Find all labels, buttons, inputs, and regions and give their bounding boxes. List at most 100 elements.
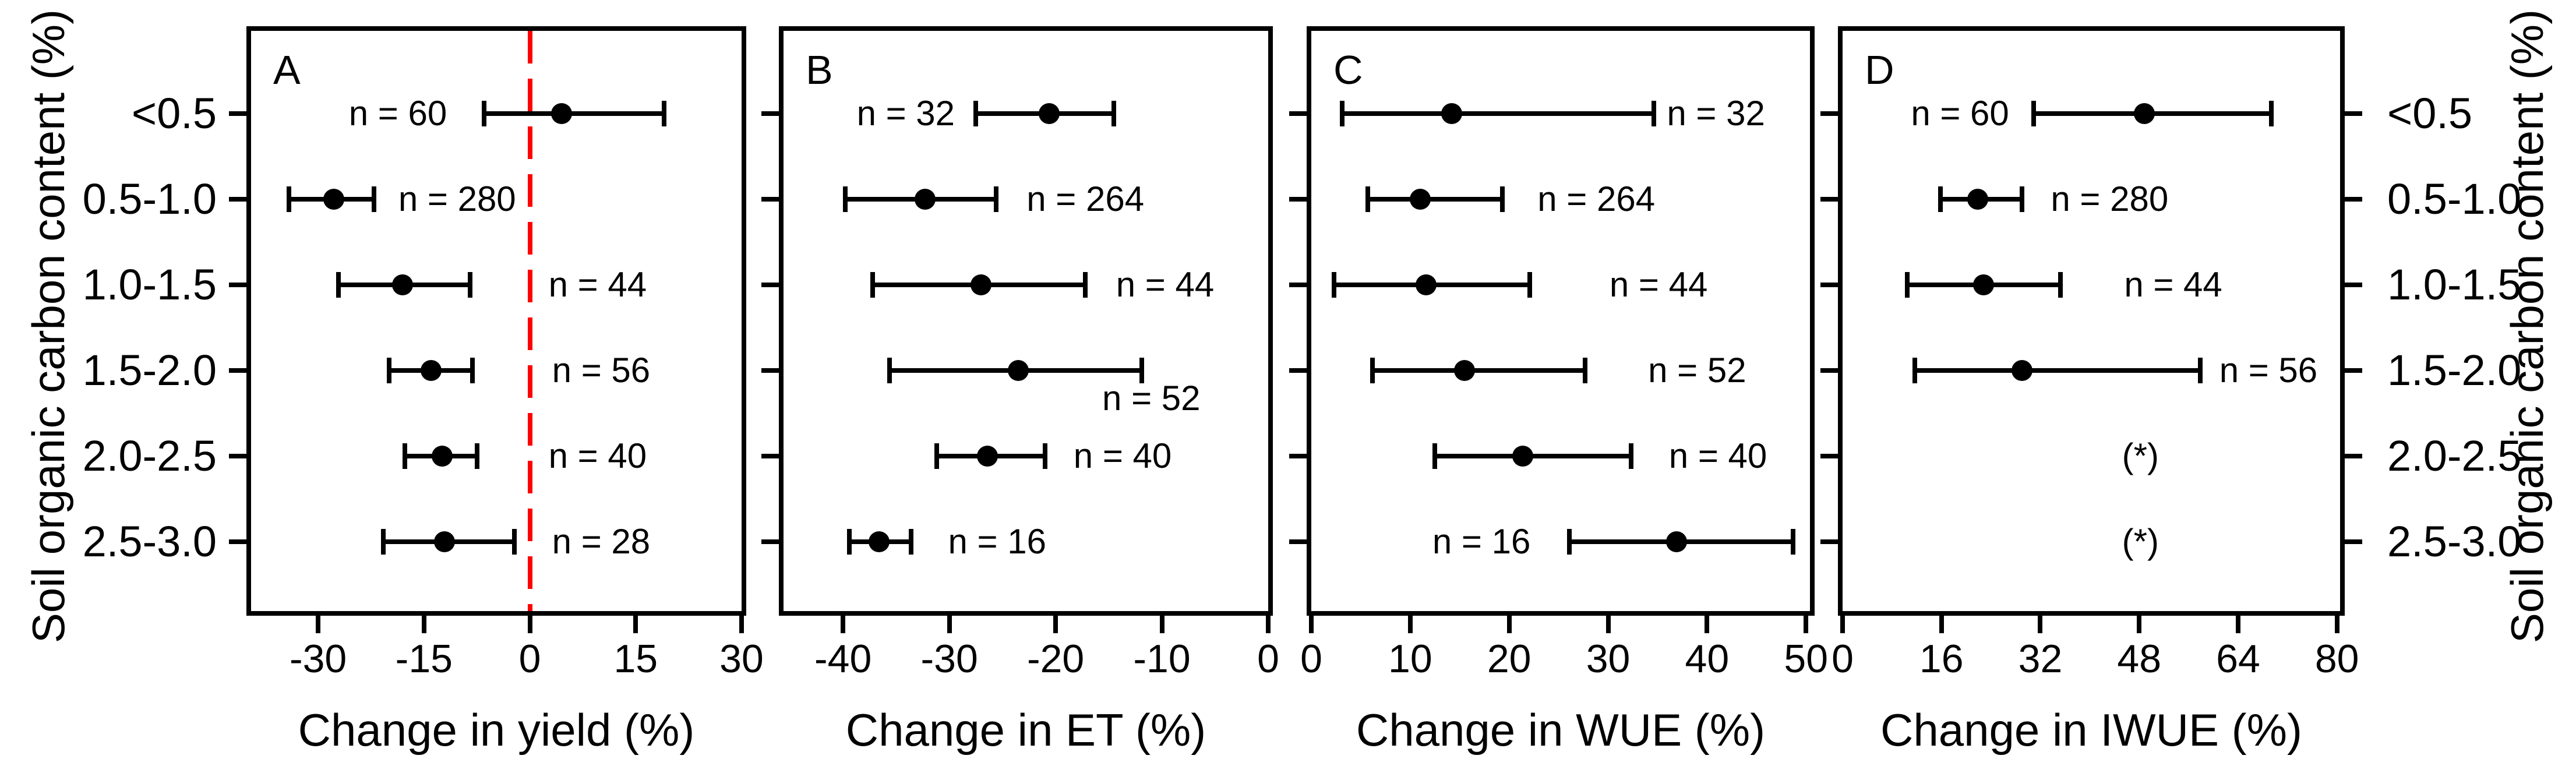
- error-bar-cap-low: [847, 529, 852, 555]
- error-bar-cap-low: [1339, 101, 1345, 126]
- error-bar-cap-high: [2198, 358, 2203, 383]
- x-tick: [739, 616, 744, 633]
- n-label: n = 56: [2219, 351, 2318, 390]
- x-tick-label: 30: [719, 637, 764, 681]
- n-label: n = 16: [1432, 522, 1531, 561]
- y-tick-left: [229, 454, 246, 458]
- mean-marker: [432, 446, 453, 467]
- error-bar-cap-high: [1139, 358, 1144, 383]
- y-tick-right: [2345, 368, 2362, 373]
- y-tick-right: [2345, 111, 2362, 116]
- error-bar-cap-low: [336, 272, 341, 298]
- x-tick-label: -40: [814, 637, 872, 681]
- error-bar-cap-high: [2269, 101, 2274, 126]
- x-tick: [1840, 616, 1845, 633]
- y-category-label-left: 1.5-2.0: [82, 346, 217, 394]
- mean-marker: [1416, 274, 1437, 295]
- x-axis-title-B: Change in ET (%): [845, 704, 1206, 756]
- error-bar-cap-low: [842, 186, 848, 212]
- mean-marker: [1665, 531, 1687, 552]
- error-bar-cap-low: [934, 443, 939, 469]
- mean-marker: [1039, 103, 1060, 124]
- n-label: n = 44: [1116, 265, 1215, 304]
- y-tick-left: [761, 368, 779, 373]
- error-bar-cap-low: [2031, 101, 2036, 126]
- error-bar-cap-low: [387, 358, 392, 383]
- y-tick-left: [761, 197, 779, 202]
- error-bar-cap-low: [1370, 358, 1375, 383]
- y-category-label-left: 2.5-3.0: [82, 517, 217, 566]
- error-bar-cap-low: [380, 529, 386, 555]
- n-label: n = 52: [1102, 379, 1201, 418]
- error-bar-cap-low: [1905, 272, 1910, 298]
- mean-marker: [2011, 360, 2032, 381]
- error-bar-cap-high: [1791, 529, 1796, 555]
- y-tick-left: [761, 454, 779, 458]
- y-tick-left: [1820, 111, 1838, 116]
- y-category-label-left: 0.5-1.0: [82, 175, 217, 223]
- x-tick-label: -20: [1026, 637, 1085, 681]
- x-tick-label: 30: [1586, 637, 1631, 681]
- y-tick-left: [761, 283, 779, 287]
- x-tick: [947, 616, 952, 633]
- mean-marker: [971, 274, 992, 295]
- mean-marker: [1512, 446, 1534, 467]
- error-bar-cap-low: [403, 443, 408, 469]
- panel-letter-D: D: [1865, 47, 1894, 93]
- n-label: n = 32: [856, 94, 955, 133]
- error-bar-cap-high: [1042, 443, 1047, 469]
- n-label: n = 44: [1609, 265, 1708, 304]
- y-tick-left: [229, 368, 246, 373]
- x-tick-label: 48: [2117, 637, 2162, 681]
- y-category-label-right: <0.5: [2387, 89, 2473, 137]
- x-tick: [2137, 616, 2142, 633]
- error-bar-cap-high: [2019, 186, 2024, 212]
- x-tick-label: 16: [1919, 637, 1964, 681]
- x-tick: [2334, 616, 2339, 633]
- y-tick-left: [229, 197, 246, 202]
- x-tick-label: 0: [1257, 637, 1279, 681]
- x-tick: [1159, 616, 1165, 633]
- panel-letter-A: A: [273, 47, 301, 93]
- mean-marker: [2133, 103, 2155, 124]
- significance-label: (*): [2122, 436, 2159, 475]
- n-label: n = 44: [2124, 265, 2222, 304]
- error-bar: [484, 111, 664, 116]
- n-label: n = 16: [948, 522, 1046, 561]
- error-bar-cap-high: [661, 101, 666, 126]
- panel-letter-B: B: [806, 47, 833, 93]
- y-tick-left: [1289, 111, 1307, 116]
- n-label: n = 28: [552, 522, 651, 561]
- y-tick-left: [229, 111, 246, 116]
- mean-marker: [1972, 274, 1994, 295]
- mean-marker: [869, 531, 890, 552]
- mean-marker: [323, 189, 344, 210]
- y-tick-left: [1289, 539, 1307, 544]
- error-bar-cap-high: [371, 186, 376, 212]
- error-bar-cap-high: [1111, 101, 1117, 126]
- x-tick-label: 0: [1832, 637, 1854, 681]
- mean-marker: [1967, 189, 1989, 210]
- y-tick-left: [761, 539, 779, 544]
- mean-marker: [1441, 103, 1463, 124]
- zero-reference-line: [527, 31, 532, 611]
- n-label: n = 40: [548, 436, 647, 475]
- y-tick-left: [761, 111, 779, 116]
- panel-letter-C: C: [1333, 47, 1363, 93]
- y-category-label-right: 2.0-2.5: [2387, 432, 2522, 480]
- x-tick: [316, 616, 321, 633]
- n-label: n = 40: [1668, 436, 1767, 475]
- n-label: n = 52: [1648, 351, 1746, 390]
- y-category-label-left: 2.0-2.5: [82, 432, 217, 480]
- error-bar: [1367, 197, 1502, 202]
- x-tick-label: 0: [1300, 637, 1322, 681]
- x-tick-label: 0: [518, 637, 541, 681]
- y-tick-left: [1289, 368, 1307, 373]
- mean-marker: [1008, 360, 1029, 381]
